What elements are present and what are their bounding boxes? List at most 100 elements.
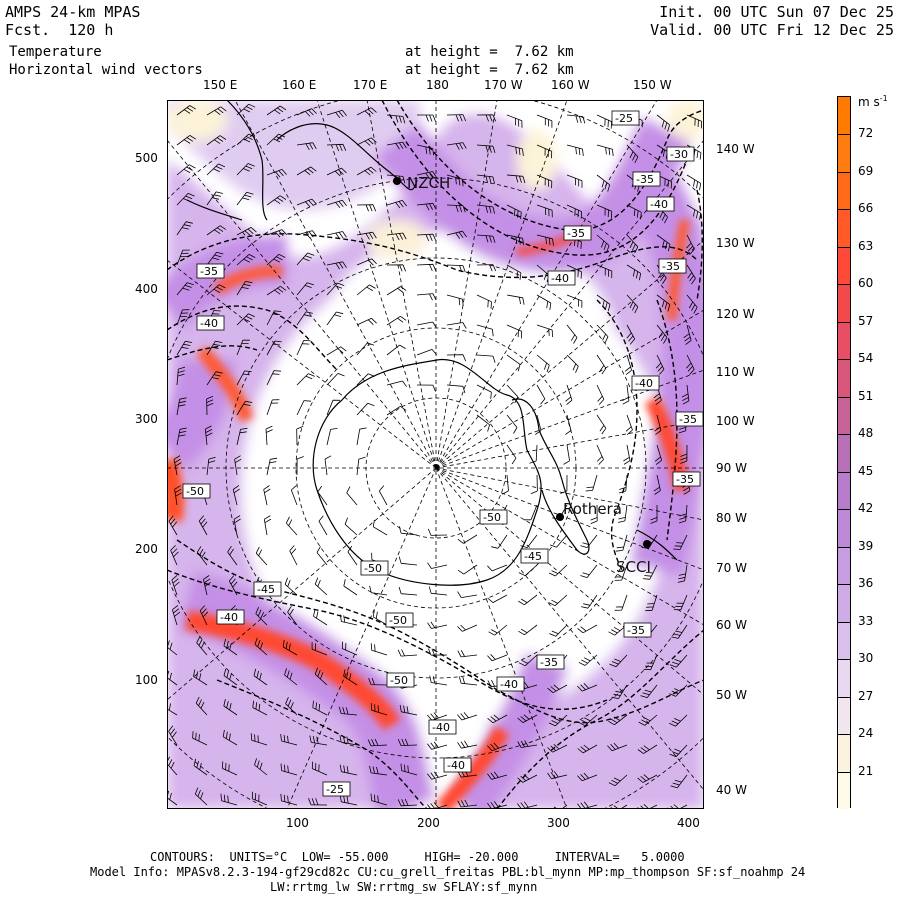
wind-barb (680, 444, 688, 464)
wind-barb (596, 144, 614, 157)
wind-barb (487, 654, 508, 662)
wind-barb (223, 638, 238, 656)
wind-barb (590, 504, 598, 524)
wind-barb (341, 641, 358, 656)
wind-barb (609, 654, 628, 668)
wind-barb (654, 414, 662, 435)
wind-barb (446, 114, 467, 122)
coastlines (186, 100, 678, 586)
wind-barb (317, 485, 328, 506)
wind-barb (203, 575, 211, 596)
wind-barb (372, 609, 388, 626)
wind-barb (618, 474, 628, 494)
colorbar-segment (838, 546, 850, 585)
wind-barb (198, 515, 208, 536)
forecast-hour: Fcst. 120 h (5, 21, 114, 39)
wind-barb (536, 174, 553, 189)
wind-barb (386, 264, 406, 272)
wind-barb (476, 324, 494, 337)
contour-label: -45 (257, 583, 275, 596)
wind-barb (296, 400, 312, 416)
wind-barb (506, 204, 522, 220)
wind-barb (476, 414, 490, 432)
contour-label: -30 (670, 148, 688, 161)
right-lon-label: 70 W (716, 561, 747, 575)
wind-barb (236, 133, 256, 146)
wind-barb (547, 684, 568, 694)
wind-barb (566, 204, 582, 219)
wind-barb (176, 366, 186, 386)
wind-barb (326, 231, 347, 240)
wind-barb (356, 427, 367, 446)
right-lon-label: 130 W (716, 236, 755, 250)
model-info: Model Info: MPASv8.2.3-194-gf29cd82c CU:… (90, 865, 806, 879)
wind-barb (266, 133, 286, 146)
colorbar-segment (838, 509, 850, 547)
right-lon-label: 60 W (716, 618, 747, 632)
contour-label: -25 (326, 783, 344, 796)
contour-label-box (216, 609, 245, 625)
wind-barb (487, 714, 508, 724)
station-scci: SCCI (616, 540, 651, 576)
wind-barb (577, 683, 598, 692)
colorbar-segment (838, 621, 850, 660)
wind-barb (608, 624, 628, 636)
wind-barb (324, 455, 332, 476)
contour-label: -35 (636, 173, 654, 186)
wind-barb (266, 253, 286, 266)
wind-barb (236, 400, 253, 416)
bottom-grid-label: 200 (417, 816, 440, 830)
wind-barb (173, 455, 182, 476)
wind-barb (326, 167, 347, 177)
colorbar-label: 63 (858, 238, 874, 253)
top-lon-label: 170 E (353, 78, 388, 92)
wind-barb (172, 605, 181, 626)
wind-barb (318, 515, 328, 536)
wind-barb (643, 654, 658, 671)
wind-barb (536, 384, 546, 405)
wind-barb (356, 107, 377, 116)
wind-barb (356, 373, 375, 386)
contour-label: -40 (447, 759, 465, 772)
wind-barb (536, 234, 554, 246)
wind-barb (506, 384, 519, 404)
wind-barb (176, 249, 190, 266)
wind-barb (346, 486, 358, 506)
contour-label-box (563, 225, 592, 241)
wind-barb (228, 575, 238, 596)
wind-barb (252, 700, 268, 716)
wind-barb (174, 485, 182, 506)
wind-barb (563, 444, 570, 465)
colorbar-label: 33 (858, 613, 874, 628)
wind-barb (368, 677, 388, 686)
init-time: Init. 00 UTC Sun 07 Dec 25 (659, 3, 894, 21)
wind-barb (236, 227, 257, 236)
wind-barb (290, 485, 298, 506)
wind-barb (506, 354, 521, 372)
wind-barb (296, 252, 315, 266)
wind-barb (622, 384, 630, 405)
wind-barb (397, 798, 418, 807)
top-lon-label: 170 W (484, 78, 523, 92)
contour-labels: -25 -30 -35 -40 -35 -35 -40 -35 -40 -40 -35 -35 -50 -… (182, 110, 704, 797)
wind-barb (168, 515, 178, 536)
right-lon-label: 140 W (716, 142, 755, 156)
wind-barb (308, 798, 328, 806)
wind-barb (686, 204, 702, 221)
colorbar-segment (838, 434, 850, 472)
wind-barb (517, 774, 538, 783)
wind-barb (222, 761, 238, 776)
wind-barb (170, 545, 179, 566)
contour-label: -40 (650, 198, 668, 211)
wind-barb (548, 594, 568, 607)
wind-barb (566, 144, 584, 157)
wind-barb (176, 221, 193, 236)
wind-barb (446, 354, 467, 362)
left-grid-label: 100 (135, 673, 158, 687)
wind-barb (311, 642, 328, 656)
wind-barb (446, 322, 467, 329)
wind-barb (356, 456, 366, 476)
wind-barb (457, 769, 478, 778)
wind-barb (282, 640, 298, 656)
wind-barb (206, 340, 223, 356)
